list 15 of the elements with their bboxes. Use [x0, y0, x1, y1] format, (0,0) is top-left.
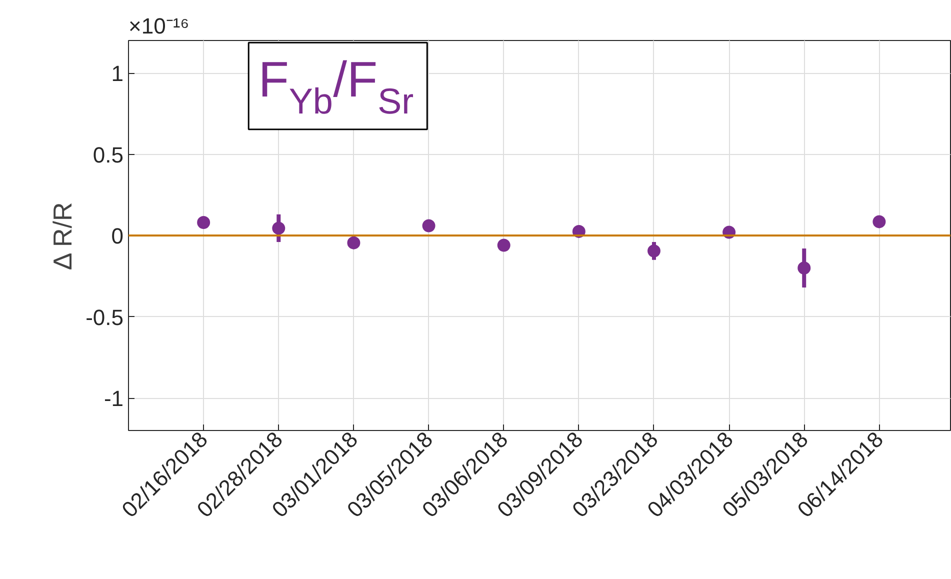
y-axis-title: Δ R/R	[48, 202, 78, 270]
text: ×10⁻¹⁶	[128, 14, 190, 38]
point	[798, 262, 811, 274]
y-tick-label: 0	[111, 224, 124, 248]
point	[422, 219, 436, 232]
y-tick-label: -1	[104, 386, 124, 411]
point	[272, 222, 286, 235]
y-tick-label: 0.5	[92, 142, 124, 168]
point	[647, 244, 660, 258]
y-tick-label: 1	[111, 61, 124, 86]
point	[497, 238, 510, 252]
point	[197, 216, 210, 229]
y-tick-label: -0.5	[86, 304, 124, 330]
point	[872, 215, 886, 228]
point	[347, 236, 360, 250]
